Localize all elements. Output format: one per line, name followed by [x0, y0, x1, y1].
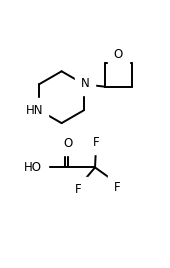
Text: F: F	[113, 181, 120, 194]
Text: HO: HO	[24, 161, 42, 174]
Text: HN: HN	[25, 104, 43, 117]
Text: O: O	[114, 48, 123, 61]
Text: F: F	[92, 136, 99, 149]
Text: N: N	[81, 77, 89, 90]
Text: O: O	[64, 137, 73, 150]
Text: F: F	[75, 183, 82, 196]
